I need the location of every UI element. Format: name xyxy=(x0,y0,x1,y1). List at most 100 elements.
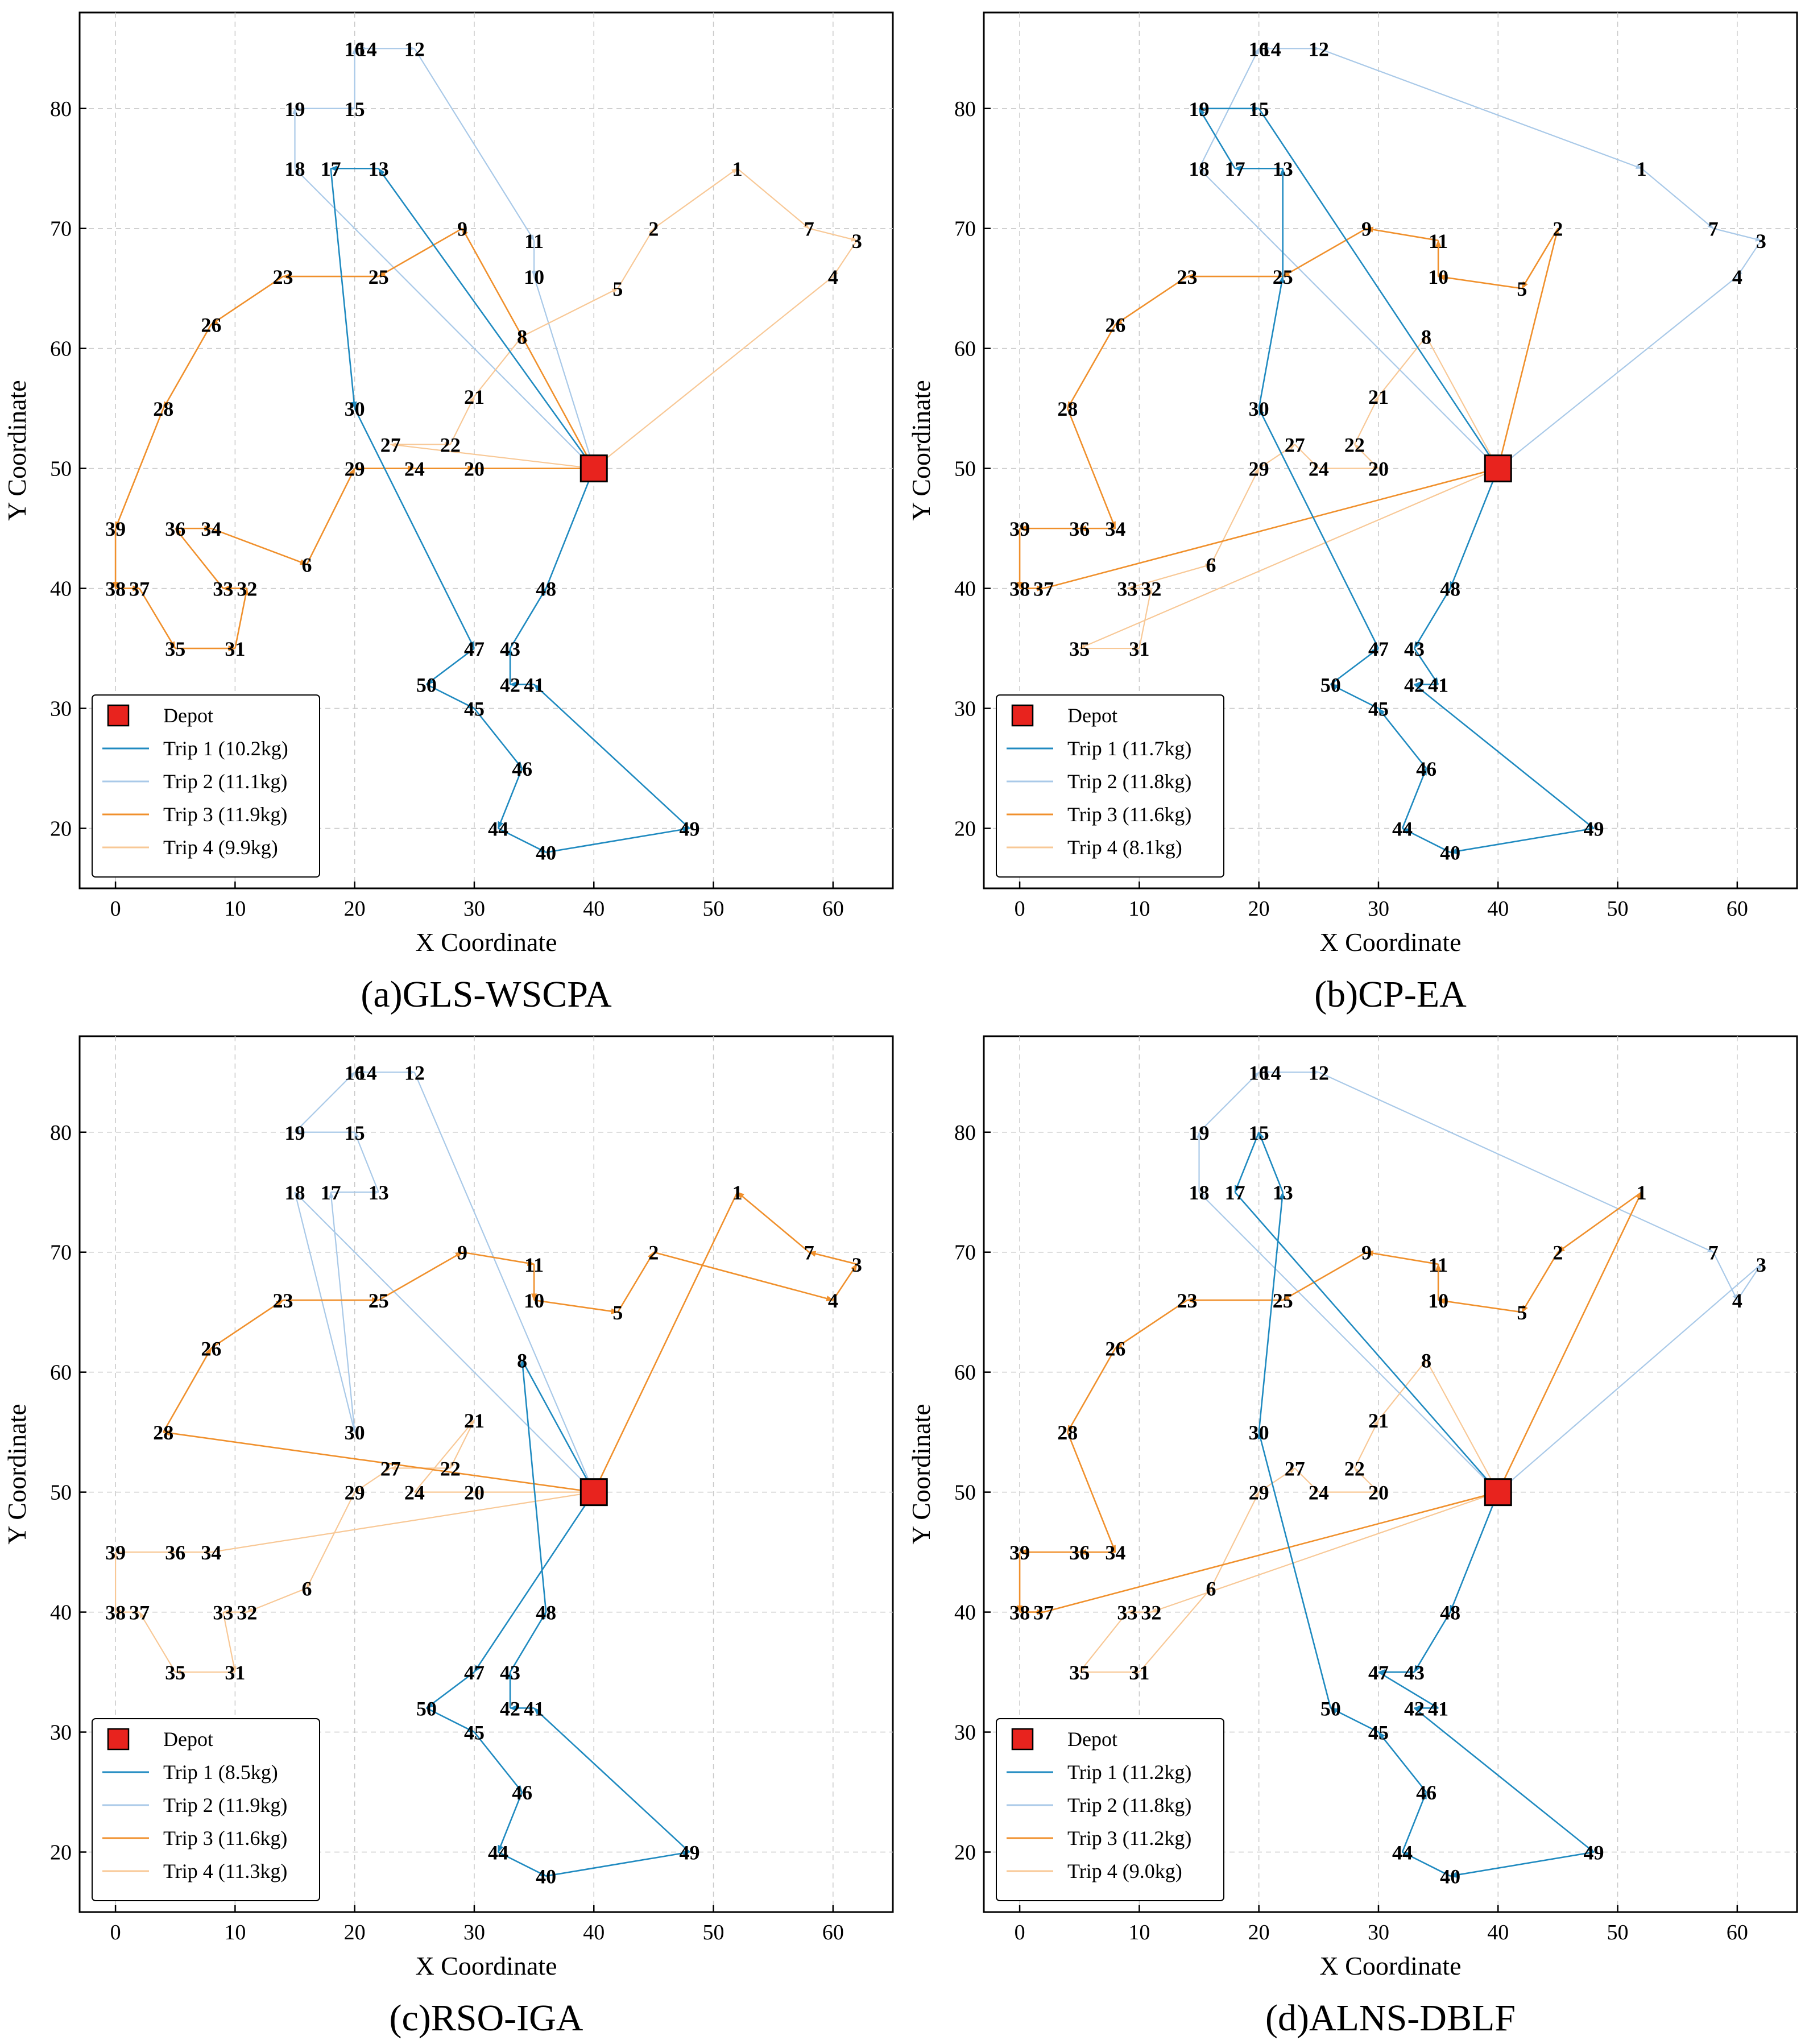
legend-frame xyxy=(996,694,1224,878)
node-label: 11 xyxy=(524,230,544,253)
node-label: 5 xyxy=(612,1301,623,1324)
route-segment-trip-1 xyxy=(1258,275,1285,409)
node-label: 41 xyxy=(1428,1697,1448,1720)
node-label: 46 xyxy=(1416,1781,1436,1804)
node-label: 37 xyxy=(1033,578,1054,601)
node-label: 3 xyxy=(852,1253,862,1276)
node-label: 26 xyxy=(1105,313,1125,336)
node-label: 20 xyxy=(464,458,485,481)
node-label: 47 xyxy=(464,1661,485,1684)
depot-marker xyxy=(1484,1478,1512,1507)
route-segment-trip-1 xyxy=(473,1491,595,1673)
node-label: 9 xyxy=(1361,218,1372,241)
legend-depot-swatch xyxy=(107,704,130,727)
node-label: 50 xyxy=(1320,673,1341,696)
legend-label-trip-1: Trip 1 (10.2kg) xyxy=(163,737,288,760)
node-label: 15 xyxy=(1249,1122,1269,1144)
legend: Depot Trip 1 (11.2kg) Trip 2 (11.8kg) Trip … xyxy=(996,1718,1224,1901)
legend-frame xyxy=(92,1718,320,1901)
node-label: 45 xyxy=(464,698,485,721)
route-segment-trip-1 xyxy=(1377,707,1427,769)
route-segment-trip-3 xyxy=(378,1251,463,1301)
route-segment-trip-2 xyxy=(1318,1071,1714,1253)
route-segment-trip-2 xyxy=(294,168,595,469)
node-label: 16 xyxy=(345,38,365,60)
route-segment-trip-3 xyxy=(163,324,212,409)
route-segment-trip-4 xyxy=(1354,1467,1379,1493)
node-label: 8 xyxy=(517,1350,527,1372)
legend-frame xyxy=(996,1718,1224,1901)
route-segment-trip-1 xyxy=(1449,1492,1499,1613)
route-segment-trip-1 xyxy=(1257,1431,1332,1708)
node-label: 44 xyxy=(488,818,508,841)
x-axis-label: X Coordinate xyxy=(1319,1951,1461,1980)
x-tick-label: 30 xyxy=(463,897,485,921)
node-label: 22 xyxy=(440,433,461,456)
route-segment-trip-1 xyxy=(473,1731,523,1793)
x-tick-label: 0 xyxy=(110,897,121,921)
route-segment-trip-1 xyxy=(545,1850,690,1877)
y-axis-label: Y Coordinate xyxy=(2,1404,31,1544)
route-segment-trip-1 xyxy=(354,408,475,649)
legend-depot-label: Depot xyxy=(163,704,213,727)
node-label: 33 xyxy=(213,578,233,601)
node-label: 16 xyxy=(1249,1061,1269,1084)
route-segment-trip-3 xyxy=(1115,1300,1188,1349)
route-segment-trip-2 xyxy=(354,1131,379,1193)
route-segment-trip-1 xyxy=(1330,648,1380,685)
route-segment-trip-3 xyxy=(210,527,308,565)
route-segment-trip-1 xyxy=(498,1851,547,1877)
route-segment-trip-1 xyxy=(1414,684,1595,829)
route-segment-trip-4 xyxy=(521,288,619,337)
route-segment-trip-4 xyxy=(1378,1359,1427,1421)
node-label: 7 xyxy=(804,1242,814,1264)
route-segment-trip-1 xyxy=(426,684,475,709)
node-label: 9 xyxy=(1361,1242,1372,1264)
node-label: 49 xyxy=(680,1842,700,1864)
node-label: 6 xyxy=(302,1577,312,1600)
node-label: 40 xyxy=(536,842,556,864)
node-label: 35 xyxy=(1069,1661,1090,1684)
route-segment-trip-4 xyxy=(1258,444,1295,469)
node-label: 15 xyxy=(345,1122,365,1144)
node-label: 14 xyxy=(1261,38,1281,60)
route-segment-trip-4 xyxy=(222,1612,237,1673)
legend-depot-swatch xyxy=(1011,1728,1034,1751)
route-segment-trip-1 xyxy=(1378,1671,1439,1709)
route-segment-trip-4 xyxy=(1294,1467,1319,1493)
route-segment-trip-1 xyxy=(426,1707,475,1733)
node-label: 4 xyxy=(828,266,838,288)
node-label: 44 xyxy=(1392,1842,1413,1864)
node-label: 48 xyxy=(1440,1602,1460,1624)
node-label: 21 xyxy=(464,1409,485,1432)
route-segment-trip-1 xyxy=(509,587,547,649)
x-tick-label: 40 xyxy=(1487,1921,1509,1944)
node-label: 39 xyxy=(105,518,126,540)
route-segment-trip-3 xyxy=(163,1347,212,1433)
x-tick-label: 0 xyxy=(1015,1921,1025,1944)
node-label: 10 xyxy=(1428,1289,1448,1312)
y-tick-label: 80 xyxy=(50,1121,72,1145)
legend-label-trip-2: Trip 2 (11.1kg) xyxy=(163,770,287,793)
route-segment-trip-4 xyxy=(413,1420,475,1493)
y-tick-label: 20 xyxy=(954,817,976,841)
node-label: 35 xyxy=(165,1661,185,1684)
route-segment-trip-1 xyxy=(521,1359,595,1493)
y-tick-label: 20 xyxy=(50,817,72,841)
x-tick-label: 50 xyxy=(1607,1921,1629,1944)
route-segment-trip-3 xyxy=(533,1299,619,1314)
route-segment-trip-3 xyxy=(1282,1251,1367,1301)
node-label: 46 xyxy=(512,758,532,780)
x-tick-label: 60 xyxy=(1727,897,1748,921)
route-segment-trip-1 xyxy=(1330,684,1379,709)
legend-label-trip-4: Trip 4 (9.0kg) xyxy=(1067,1860,1182,1882)
route-segment-trip-3 xyxy=(175,528,224,589)
node-label: 40 xyxy=(1440,1865,1460,1888)
panel-d: 0 10 20 30 40 50 60 20 30 40 50 60 70 80 X Coordinate Y… xyxy=(906,1035,1798,2039)
legend-frame xyxy=(92,694,320,878)
route-segment-trip-3 xyxy=(736,1191,810,1253)
node-label: 6 xyxy=(1206,1577,1216,1600)
route-segment-trip-1 xyxy=(1330,1707,1379,1733)
y-tick-label: 20 xyxy=(954,1841,976,1865)
node-label: 27 xyxy=(380,1457,401,1480)
